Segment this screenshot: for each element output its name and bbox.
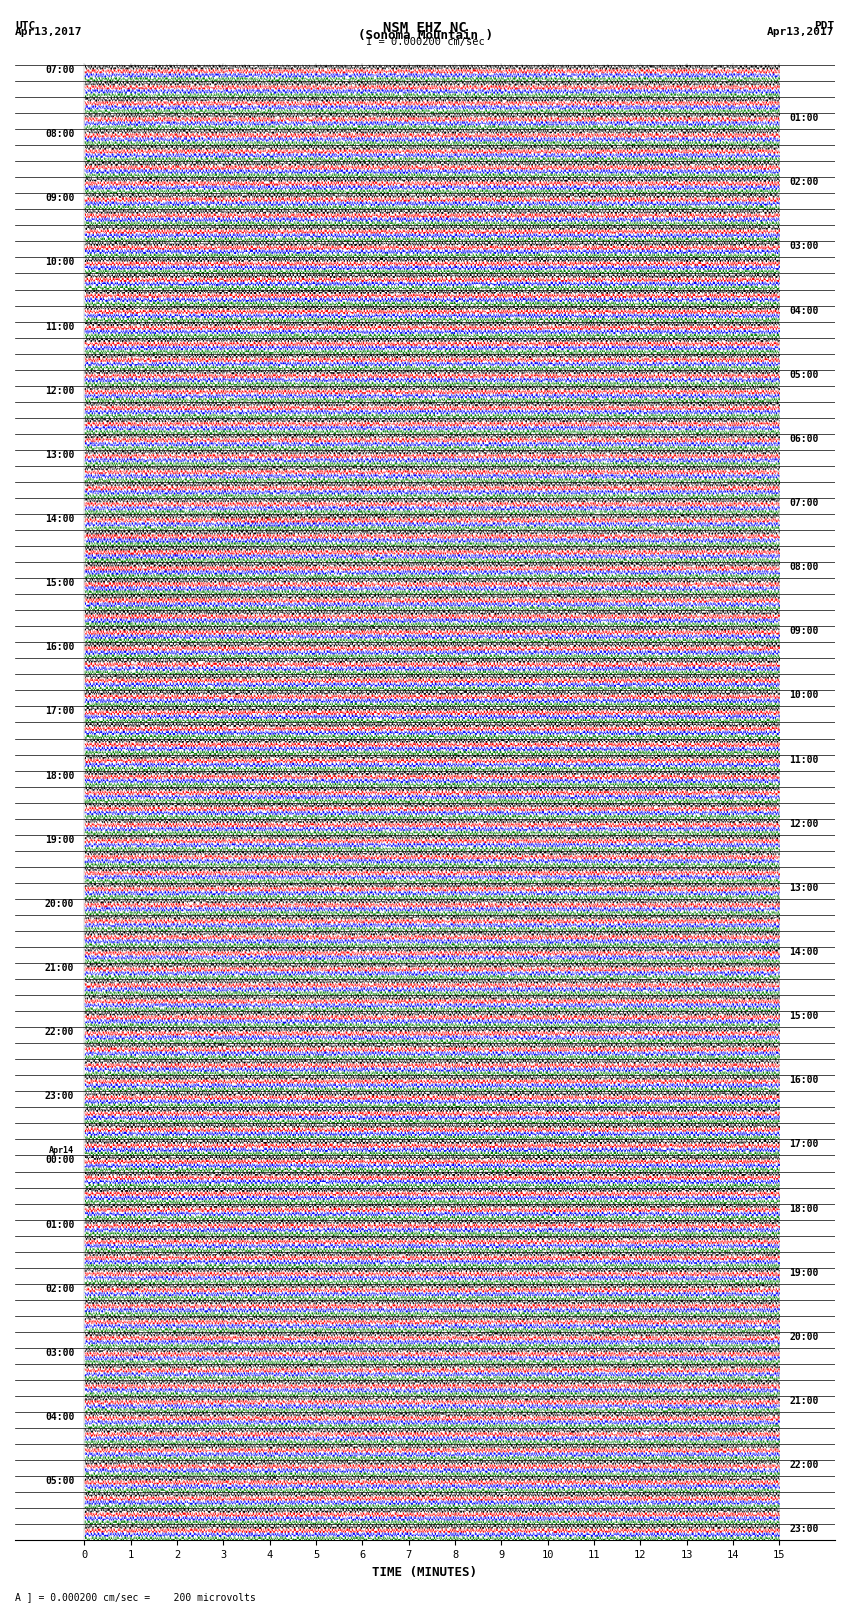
- Text: 13:00: 13:00: [45, 450, 74, 460]
- Text: 16:00: 16:00: [790, 1076, 819, 1086]
- Text: 03:00: 03:00: [45, 1348, 74, 1358]
- Text: 08:00: 08:00: [790, 561, 819, 573]
- Text: Apr13,2017: Apr13,2017: [768, 27, 835, 37]
- Text: 01:00: 01:00: [790, 113, 819, 123]
- Text: 15:00: 15:00: [45, 577, 74, 589]
- Text: 03:00: 03:00: [790, 242, 819, 252]
- Text: PDT: PDT: [814, 21, 835, 31]
- Text: 12:00: 12:00: [790, 819, 819, 829]
- Text: 02:00: 02:00: [45, 1284, 74, 1294]
- Text: 07:00: 07:00: [790, 498, 819, 508]
- Text: 10:00: 10:00: [790, 690, 819, 700]
- Text: 10:00: 10:00: [45, 258, 74, 268]
- Text: 09:00: 09:00: [45, 194, 74, 203]
- Text: 14:00: 14:00: [45, 515, 74, 524]
- Text: 19:00: 19:00: [790, 1268, 819, 1277]
- Text: 11:00: 11:00: [790, 755, 819, 765]
- Text: 07:00: 07:00: [45, 65, 74, 74]
- Text: 21:00: 21:00: [45, 963, 74, 973]
- Text: 01:00: 01:00: [45, 1219, 74, 1229]
- Text: (Sonoma Mountain ): (Sonoma Mountain ): [358, 29, 492, 42]
- Text: 22:00: 22:00: [45, 1027, 74, 1037]
- Text: 02:00: 02:00: [790, 177, 819, 187]
- Text: 16:00: 16:00: [45, 642, 74, 652]
- Text: A ] = 0.000200 cm/sec =    200 microvolts: A ] = 0.000200 cm/sec = 200 microvolts: [15, 1592, 256, 1602]
- Text: 04:00: 04:00: [790, 305, 819, 316]
- Text: 20:00: 20:00: [45, 898, 74, 908]
- Text: 05:00: 05:00: [45, 1476, 74, 1486]
- Text: 23:00: 23:00: [790, 1524, 819, 1534]
- Text: 00:00: 00:00: [45, 1155, 74, 1166]
- Text: 11:00: 11:00: [45, 321, 74, 332]
- Text: NSM EHZ NC: NSM EHZ NC: [383, 21, 467, 35]
- Text: UTC: UTC: [15, 21, 36, 31]
- Text: 21:00: 21:00: [790, 1395, 819, 1407]
- Text: 13:00: 13:00: [790, 882, 819, 894]
- Text: 12:00: 12:00: [45, 386, 74, 395]
- Text: 05:00: 05:00: [790, 369, 819, 379]
- Text: 08:00: 08:00: [45, 129, 74, 139]
- Text: 20:00: 20:00: [790, 1332, 819, 1342]
- Text: 18:00: 18:00: [45, 771, 74, 781]
- Text: 23:00: 23:00: [45, 1092, 74, 1102]
- Text: I = 0.000200 cm/sec: I = 0.000200 cm/sec: [366, 37, 484, 47]
- Text: 22:00: 22:00: [790, 1460, 819, 1469]
- Text: 04:00: 04:00: [45, 1411, 74, 1423]
- Text: 09:00: 09:00: [790, 626, 819, 636]
- Text: 15:00: 15:00: [790, 1011, 819, 1021]
- Text: 14:00: 14:00: [790, 947, 819, 957]
- Text: 18:00: 18:00: [790, 1203, 819, 1213]
- X-axis label: TIME (MINUTES): TIME (MINUTES): [372, 1566, 478, 1579]
- Text: 17:00: 17:00: [790, 1139, 819, 1150]
- Text: Apr14: Apr14: [49, 1145, 74, 1155]
- Text: 19:00: 19:00: [45, 836, 74, 845]
- Text: Apr13,2017: Apr13,2017: [15, 27, 82, 37]
- Text: 17:00: 17:00: [45, 706, 74, 716]
- Text: 06:00: 06:00: [790, 434, 819, 444]
